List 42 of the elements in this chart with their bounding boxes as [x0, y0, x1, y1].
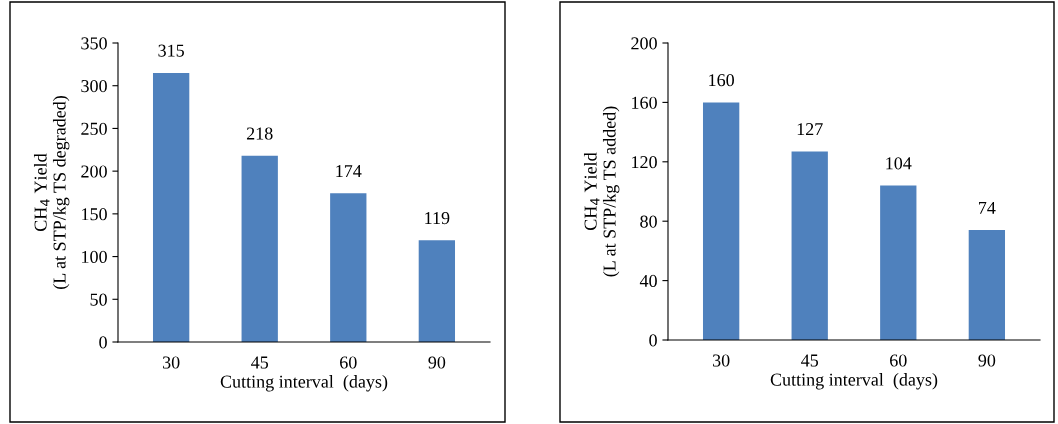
y-tick-label: 200	[81, 165, 107, 178]
x-axis-title: Cutting interval (days)	[220, 375, 388, 392]
x-tick-label: 45	[251, 356, 269, 369]
y-tick-label: 200	[631, 37, 657, 50]
x-tick-label: 60	[340, 356, 357, 369]
y-axis-title: CH$_{4}$ Yield (L at STP/kg TS added)	[583, 106, 620, 277]
x-tick-label: 45	[801, 354, 819, 367]
x-tick-label: 90	[428, 356, 446, 369]
x-tick-label: 90	[978, 354, 996, 367]
y-tick-label: 160	[632, 96, 657, 109]
bar	[968, 230, 1006, 340]
data-label: 127	[797, 123, 823, 136]
y-tick-label: 50	[90, 293, 107, 306]
x-tick-label: 30	[162, 356, 180, 369]
data-label: 315	[158, 44, 184, 57]
bar	[702, 102, 740, 340]
data-label: 74	[979, 201, 996, 214]
bar	[241, 155, 278, 342]
bar	[880, 185, 917, 340]
y-tick-label: 120	[632, 156, 657, 169]
y-tick-label: 0	[649, 334, 657, 347]
x-tick-label: 30	[712, 354, 730, 367]
y-axis-title: CH$_{4}$ Yield (L at STP/kg TS degraded)	[33, 96, 70, 289]
bar	[152, 72, 190, 342]
y-tick-label: 300	[81, 79, 107, 93]
data-label: 119	[425, 212, 450, 225]
y-tick-label: 40	[639, 274, 657, 288]
bar	[330, 193, 367, 342]
bar	[418, 240, 456, 342]
data-label: 218	[246, 127, 273, 140]
x-axis-title: Cutting interval (days)	[770, 373, 938, 390]
y-tick-label: 250	[81, 122, 107, 135]
x-tick-label: 60	[890, 354, 907, 367]
data-label: 160	[709, 74, 734, 87]
y-tick-label: 150	[82, 208, 107, 221]
data-label: 174	[336, 165, 362, 178]
y-tick-label: 80	[640, 215, 657, 228]
y-tick-label: 0	[99, 336, 107, 349]
data-label: 104	[886, 157, 912, 170]
y-tick-label: 100	[82, 250, 107, 264]
y-tick-label: 350	[81, 37, 107, 50]
bar	[791, 151, 828, 340]
